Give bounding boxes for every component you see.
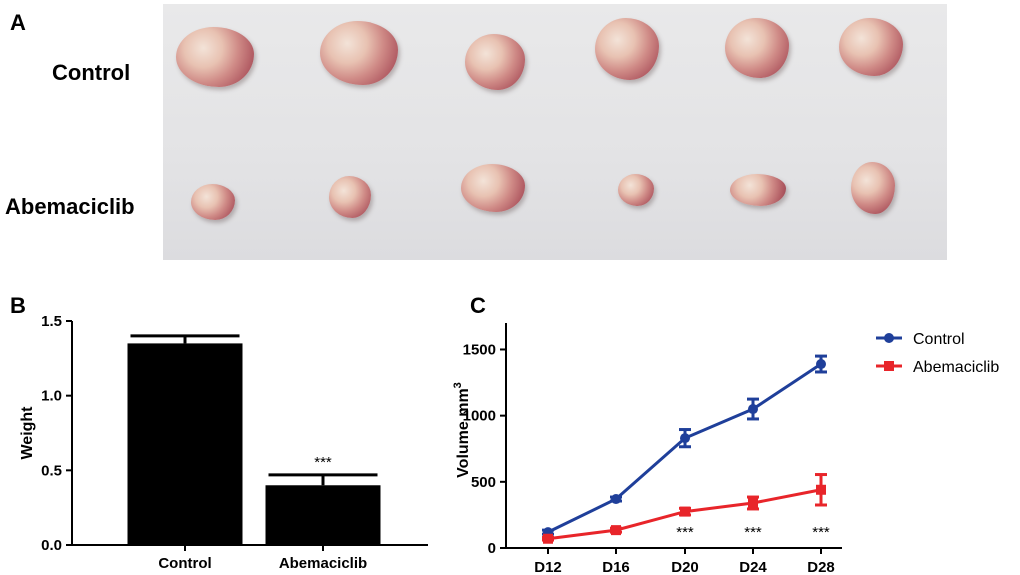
y-tick-label: 1500 [463, 341, 496, 358]
tumor-control-4 [595, 18, 659, 80]
tumor-control-3 [465, 34, 525, 90]
legend-marker [884, 361, 894, 371]
legend: Control Abemaciclib [876, 331, 999, 376]
x-tick-label: D24 [739, 559, 767, 575]
significance-label: *** [744, 524, 762, 541]
significance-label: *** [676, 524, 694, 541]
y-tick-label: 1.5 [41, 313, 62, 330]
point-control [680, 433, 690, 444]
tumor-abemaciclib-1 [191, 184, 235, 220]
panel-label-b: B [10, 293, 26, 318]
x-tick-label: D20 [671, 559, 699, 575]
panel-label-c: C [470, 293, 486, 318]
point-control [611, 494, 621, 505]
row-label-control: Control [52, 60, 131, 85]
panel-label-a: A [10, 10, 26, 35]
point-abemaciclib [816, 484, 826, 495]
bar-chart: 0.0 0.5 1.0 1.5 Control Abemaciclib *** Weigh… [19, 313, 428, 572]
point-abemaciclib [748, 498, 758, 508]
y-axis-label: Volume mm3 [452, 382, 472, 478]
tumor-control-1 [176, 27, 254, 87]
y-tick-label: 0.0 [41, 537, 62, 554]
point-abemaciclib [680, 506, 690, 517]
point-control [748, 404, 758, 415]
x-tick-label: D16 [602, 559, 630, 575]
point-abemaciclib [543, 533, 553, 544]
legend-marker [884, 333, 894, 343]
legend-label: Abemaciclib [913, 359, 999, 376]
x-tick-label: Control [158, 555, 211, 572]
y-tick-label: 1000 [463, 408, 496, 425]
line-chart: 0 500 1000 1500 D12 D16 D20 D24 D28 *** *** *** Vo… [452, 323, 999, 575]
y-tick-label: 1.0 [41, 388, 62, 405]
significance-label: *** [812, 524, 830, 541]
row-label-abemaciclib: Abemaciclib [5, 194, 135, 219]
tumor-abemaciclib-3 [461, 164, 525, 212]
x-tick-label: D28 [807, 559, 835, 575]
significance-label: *** [314, 454, 332, 471]
bar-control [127, 343, 243, 545]
y-tick-label: 0 [488, 540, 496, 557]
tumor-control-6 [839, 18, 903, 76]
y-axis-label-superscript: 3 [452, 382, 464, 388]
tumor-abemaciclib-2 [329, 176, 371, 218]
legend-label: Control [913, 331, 965, 348]
y-axis-label: Weight [19, 406, 36, 460]
tumor-abemaciclib-4 [618, 174, 654, 206]
tumor-photo [163, 4, 947, 260]
tumor-control-2 [320, 21, 398, 85]
x-tick-label: D12 [534, 559, 562, 575]
tumor-control-5 [725, 18, 789, 78]
x-tick-label: Abemaciclib [279, 555, 367, 572]
y-tick-label: 500 [471, 474, 496, 491]
point-control [816, 359, 826, 370]
bar-abemaciclib [265, 485, 381, 545]
tumor-abemaciclib-6 [851, 162, 895, 214]
tumor-abemaciclib-5 [730, 174, 786, 206]
y-tick-label: 0.5 [41, 462, 62, 479]
point-abemaciclib [611, 525, 621, 536]
